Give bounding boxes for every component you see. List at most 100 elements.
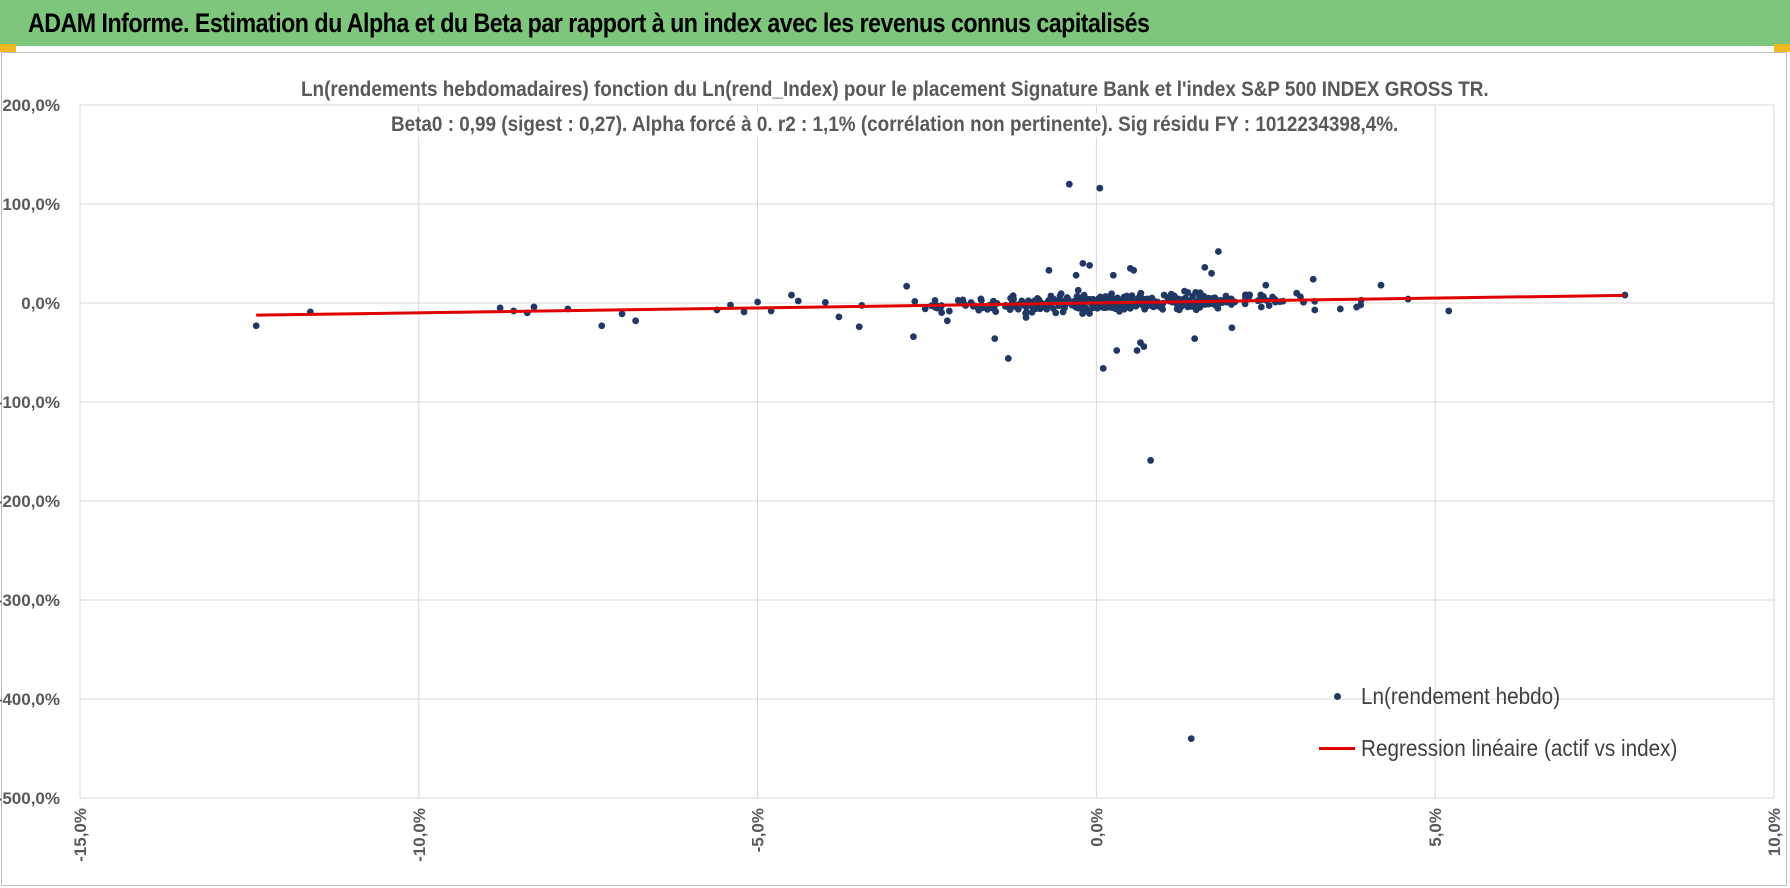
scatter-point: [1187, 735, 1195, 742]
scatter-point: [496, 304, 504, 312]
legend-label-scatter: Ln(rendement hebdo): [1361, 682, 1561, 709]
scatter-point: [1079, 260, 1087, 267]
scatter-point: [1130, 266, 1138, 274]
scatter-point: [1126, 304, 1134, 312]
scatter-point: [910, 333, 917, 341]
scatter-point: [903, 282, 911, 290]
scatter-point: [1140, 343, 1148, 350]
scatter-point: [1445, 307, 1453, 315]
y-tick-label: 100,0%: [2, 195, 60, 214]
scatter-point: [1113, 347, 1121, 354]
scatter-point: [945, 307, 953, 315]
x-tick-label: -15,0%: [71, 808, 90, 862]
scatter-point: [1074, 296, 1082, 304]
report-title: ADAM Informe. Estimation du Alpha et du …: [28, 8, 1150, 38]
scatter-point: [598, 322, 606, 330]
scatter-point: [1010, 295, 1017, 303]
scatter-point: [788, 291, 795, 299]
scatter-point: [990, 297, 997, 305]
scatter-point: [959, 296, 967, 304]
y-tick-label: -200,0%: [0, 492, 60, 511]
scatter-point: [1160, 291, 1168, 299]
scatter-point: [921, 305, 929, 313]
scatter-point: [1086, 261, 1094, 269]
x-tick-label: 0,0%: [1087, 808, 1106, 847]
scatter-point: [855, 323, 863, 331]
scatter-point: [943, 317, 951, 325]
scatter-point: [1022, 314, 1030, 321]
scatter-point: [1311, 306, 1319, 314]
scatter-point: [1200, 292, 1208, 300]
scatter-point: [794, 297, 802, 305]
scatter-point: [1265, 302, 1273, 309]
scatter-point: [1309, 275, 1317, 283]
scatter-point: [1228, 324, 1236, 332]
y-tick-label: -100,0%: [0, 393, 60, 412]
header-corner-left: [0, 44, 16, 52]
scatter-point: [1241, 291, 1249, 299]
scatter-point: [1065, 180, 1073, 188]
scatter-point: [1059, 308, 1067, 316]
scatter-point: [1293, 289, 1301, 297]
y-tick-label: -400,0%: [0, 690, 60, 709]
scatter-point: [984, 305, 991, 313]
scatter-point: [1052, 309, 1060, 317]
y-tick-label: -500,0%: [0, 789, 60, 808]
scatter-point: [1262, 281, 1270, 289]
scatter-point: [1133, 347, 1141, 354]
scatter-point: [991, 335, 999, 343]
y-tick-label: 200,0%: [2, 96, 60, 115]
x-tick-label: 5,0%: [1426, 808, 1445, 847]
regression-line: [256, 293, 1625, 317]
scatter-point: [1109, 271, 1117, 279]
scatter-point: [1030, 304, 1037, 312]
scatter-point: [1004, 355, 1012, 362]
legend-item-scatter: Ln(rendement hebdo): [1318, 670, 1713, 722]
scatter-point: [1074, 304, 1082, 312]
scatter-point: [754, 298, 761, 306]
scatter-point: [1193, 304, 1201, 312]
line-marker-icon: [1319, 746, 1355, 750]
scatter-point: [1181, 287, 1188, 295]
scatter-point: [821, 298, 829, 306]
legend-item-regression: Regression linéaire (actif vs index): [1318, 722, 1713, 774]
chart-title-line1: Ln(rendements hebdomadaires) fonction du…: [0, 78, 1790, 102]
scatter-point: [1099, 364, 1107, 372]
scatter-point: [835, 313, 843, 321]
chart-title-line2: Beta0 : 0,99 (sigest : 0,27). Alpha forc…: [0, 113, 1790, 137]
scatter-point: [1096, 293, 1104, 301]
scatter-point: [911, 297, 919, 305]
scatter-point: [1159, 305, 1167, 313]
chart-legend: Ln(rendement hebdo) Regression linéaire …: [1318, 670, 1713, 774]
scatter-point: [1147, 457, 1155, 464]
scatter-point: [1336, 305, 1344, 313]
scatter-point: [1108, 290, 1116, 298]
report-header: ADAM Informe. Estimation du Alpha et du …: [0, 0, 1790, 52]
scatter-marker-icon: [1334, 692, 1341, 700]
scatter-point: [1114, 294, 1121, 302]
scatter-point: [1074, 286, 1082, 294]
scatter-point: [992, 308, 1000, 316]
chart-frame: [1, 52, 1787, 886]
scatter-point: [1171, 294, 1179, 302]
scatter-point: [931, 296, 939, 304]
x-tick-label: -5,0%: [749, 808, 768, 852]
scatter-point: [632, 317, 640, 325]
scatter-point: [1141, 305, 1149, 313]
scatter-point: [1116, 307, 1123, 315]
scatter-point: [1208, 269, 1215, 277]
scatter-point: [1102, 293, 1110, 300]
scatter-point: [530, 303, 538, 311]
scatter-point: [1191, 335, 1199, 343]
scatter-point: [1096, 184, 1104, 192]
y-tick-label: 0,0%: [21, 294, 60, 313]
x-tick-label: -10,0%: [410, 808, 429, 862]
scatter-point: [1257, 303, 1265, 311]
scatter-point: [1201, 263, 1209, 271]
scatter-point: [252, 322, 260, 330]
scatter-point: [1377, 281, 1385, 289]
scatter-point: [1214, 248, 1222, 255]
scatter-point: [1079, 310, 1087, 318]
scatter-point: [1188, 303, 1196, 310]
